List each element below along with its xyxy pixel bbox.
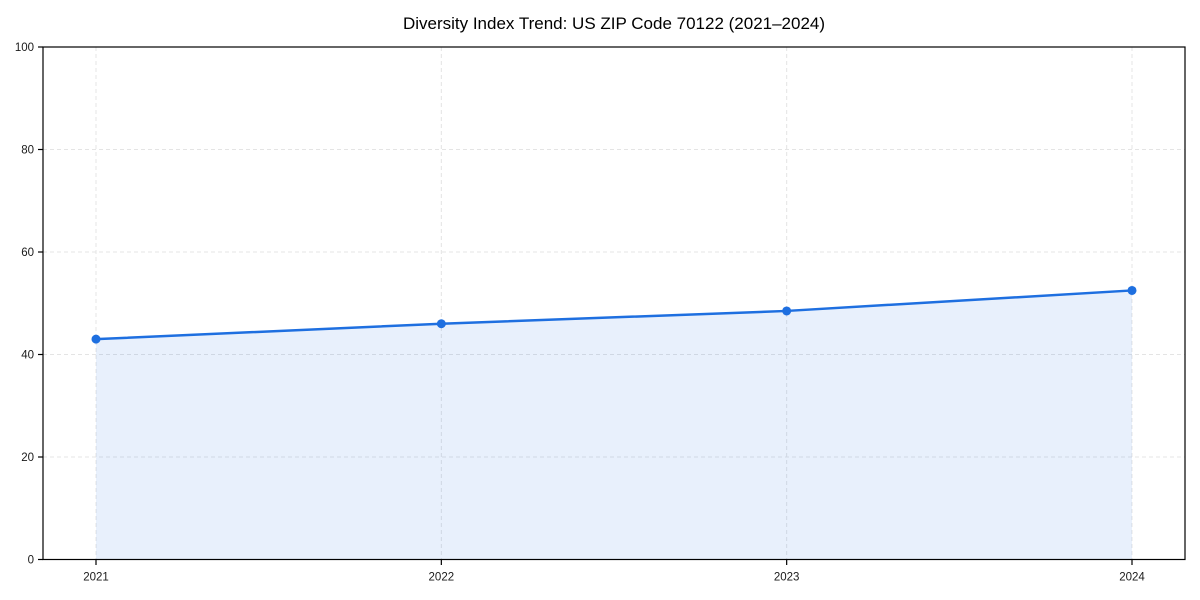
area-path <box>96 290 1132 560</box>
area-fill <box>96 290 1132 560</box>
chart-title: Diversity Index Trend: US ZIP Code 70122… <box>403 14 825 33</box>
data-point-marker <box>782 306 792 316</box>
x-tick-label: 2022 <box>429 572 455 584</box>
tick-labels: 0 20 40 60 80 100 2021 2022 2023 2024 <box>15 42 1146 584</box>
data-point-marker <box>436 319 446 329</box>
plot-border <box>42 46 1186 561</box>
line-path <box>94 289 1134 341</box>
data-point-marker <box>1127 285 1137 295</box>
y-tick-label: 0 <box>28 555 34 567</box>
trend-line <box>94 289 1134 341</box>
data-points <box>91 285 1137 344</box>
x-tick-label: 2023 <box>774 572 800 584</box>
gridlines <box>43 47 1185 560</box>
x-tick-label: 2021 <box>83 572 109 584</box>
y-tick-label: 100 <box>15 42 34 54</box>
y-tick-label: 60 <box>21 247 34 259</box>
x-tick-label: 2024 <box>1119 572 1145 584</box>
y-tick-label: 80 <box>21 145 34 157</box>
axes <box>38 46 1186 565</box>
y-tick-label: 20 <box>21 452 34 464</box>
data-point-marker <box>91 334 101 344</box>
y-tick-label: 40 <box>21 350 34 362</box>
